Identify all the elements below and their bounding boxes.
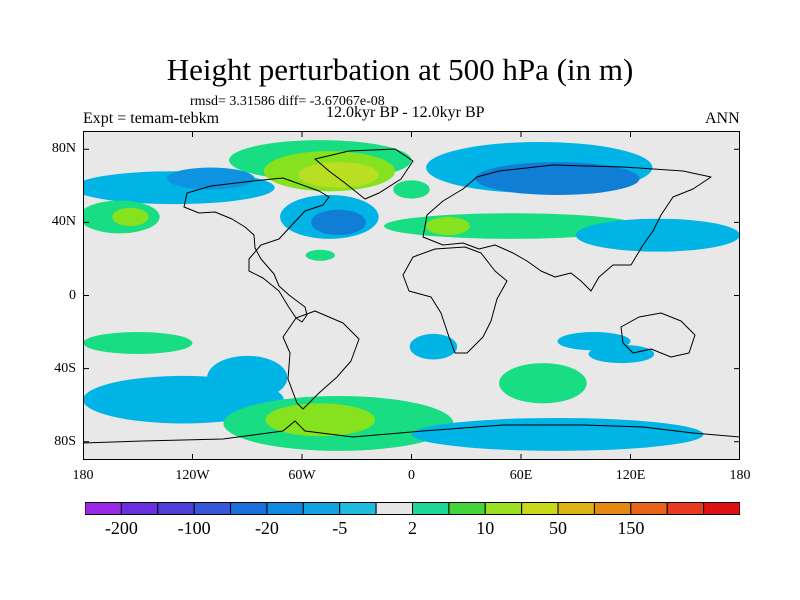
latitude-tick-label: 40S bbox=[54, 360, 76, 376]
north-america-coastline bbox=[183, 177, 330, 323]
colorbar-label: 10 bbox=[476, 518, 495, 538]
colorbar-swatch bbox=[193, 502, 232, 515]
australia-coastline bbox=[620, 312, 696, 358]
antarctica-coastline bbox=[83, 420, 740, 444]
south-america-coastline bbox=[282, 310, 360, 410]
period-label: 12.0kyr BP - 12.0kyr BP bbox=[326, 104, 485, 121]
longitude-tick-label: 180 bbox=[72, 468, 94, 483]
s-atlantic-core-anomaly bbox=[265, 403, 375, 437]
mediterranean-positive-anomaly bbox=[426, 216, 470, 236]
colorbar-label: -5 bbox=[332, 518, 348, 538]
antarctic-negative-anomaly bbox=[411, 417, 704, 451]
colorbar-swatch bbox=[266, 502, 304, 515]
colorbar-swatch bbox=[302, 502, 341, 515]
atlantic-positive-blob-anomaly bbox=[305, 249, 335, 261]
colorbar-label: 150 bbox=[617, 518, 645, 538]
indian-ocean-positive-anomaly bbox=[499, 363, 587, 404]
colorbar-swatch bbox=[412, 502, 450, 515]
latitude-tick-label: 80S bbox=[54, 433, 76, 449]
colorbar-swatch bbox=[85, 502, 122, 515]
colorbar-label: 2 bbox=[408, 518, 417, 538]
longitude-tick-label: 180 bbox=[729, 468, 751, 483]
greenland-coastline bbox=[314, 148, 414, 200]
colorbar-label: 50 bbox=[549, 518, 568, 538]
longitude-tick-label: 120E bbox=[615, 468, 646, 483]
colorbar-swatch bbox=[448, 502, 486, 515]
stats-label: rmsd= 3.31586 diff= -3.67067e-08 bbox=[190, 94, 385, 109]
africa-coastline bbox=[402, 246, 508, 354]
colorbar-swatch bbox=[666, 502, 705, 515]
colorbar-swatch bbox=[375, 502, 414, 515]
n-atlantic-core-anomaly bbox=[311, 209, 366, 236]
n-pacific-positive-core-anomaly bbox=[112, 207, 149, 227]
colorbar-swatch bbox=[630, 502, 668, 515]
australia-west-negative-anomaly bbox=[588, 344, 655, 364]
season-label: ANN bbox=[705, 110, 740, 127]
siberia-negative-core-anomaly bbox=[475, 162, 640, 195]
colorbar-swatch bbox=[484, 502, 523, 515]
colorbar-label: -200 bbox=[104, 518, 138, 538]
eurasia-coastline bbox=[422, 164, 712, 292]
colorbar-swatch bbox=[230, 502, 268, 515]
colorbar-swatch bbox=[339, 502, 377, 515]
s-pacific-negative-tail-anomaly bbox=[207, 355, 288, 400]
n-atlantic-east-positive-anomaly bbox=[393, 180, 430, 199]
page-title: Height perturbation at 500 hPa (in m) bbox=[166, 52, 634, 87]
colorbar-label: -100 bbox=[177, 518, 211, 538]
latitude-tick-label: 0 bbox=[69, 287, 76, 303]
alaska-negative-anomaly bbox=[166, 167, 255, 190]
longitude-tick-label: 0 bbox=[408, 468, 415, 483]
colorbar-label: -20 bbox=[254, 518, 279, 538]
longitude-ticks bbox=[83, 131, 740, 460]
west-pacific-negative-anomaly bbox=[575, 218, 740, 252]
colorbar-swatch bbox=[157, 502, 195, 515]
map-plot bbox=[83, 131, 740, 460]
s-pacific-positive-anomaly bbox=[83, 332, 193, 354]
colorbar-swatch bbox=[521, 502, 559, 515]
greenland-center-anomaly bbox=[298, 162, 379, 188]
colorbar-swatch bbox=[557, 502, 595, 515]
experiment-label: Expt = temam-tebkm bbox=[83, 110, 220, 127]
colorbar bbox=[85, 502, 740, 515]
latitude-ticks bbox=[83, 148, 740, 443]
colorbar-swatch bbox=[703, 502, 740, 515]
latitude-tick-label: 40N bbox=[51, 214, 76, 230]
longitude-tick-label: 60W bbox=[288, 468, 316, 483]
longitude-tick-label: 120W bbox=[175, 468, 210, 483]
latitude-tick-label: 80N bbox=[51, 141, 76, 157]
longitude-tick-label: 60E bbox=[509, 468, 533, 483]
coastlines bbox=[83, 148, 740, 444]
s-atlantic-negative-anomaly bbox=[409, 333, 458, 360]
colorbar-swatch bbox=[120, 502, 159, 515]
colorbar-swatch bbox=[593, 502, 632, 515]
